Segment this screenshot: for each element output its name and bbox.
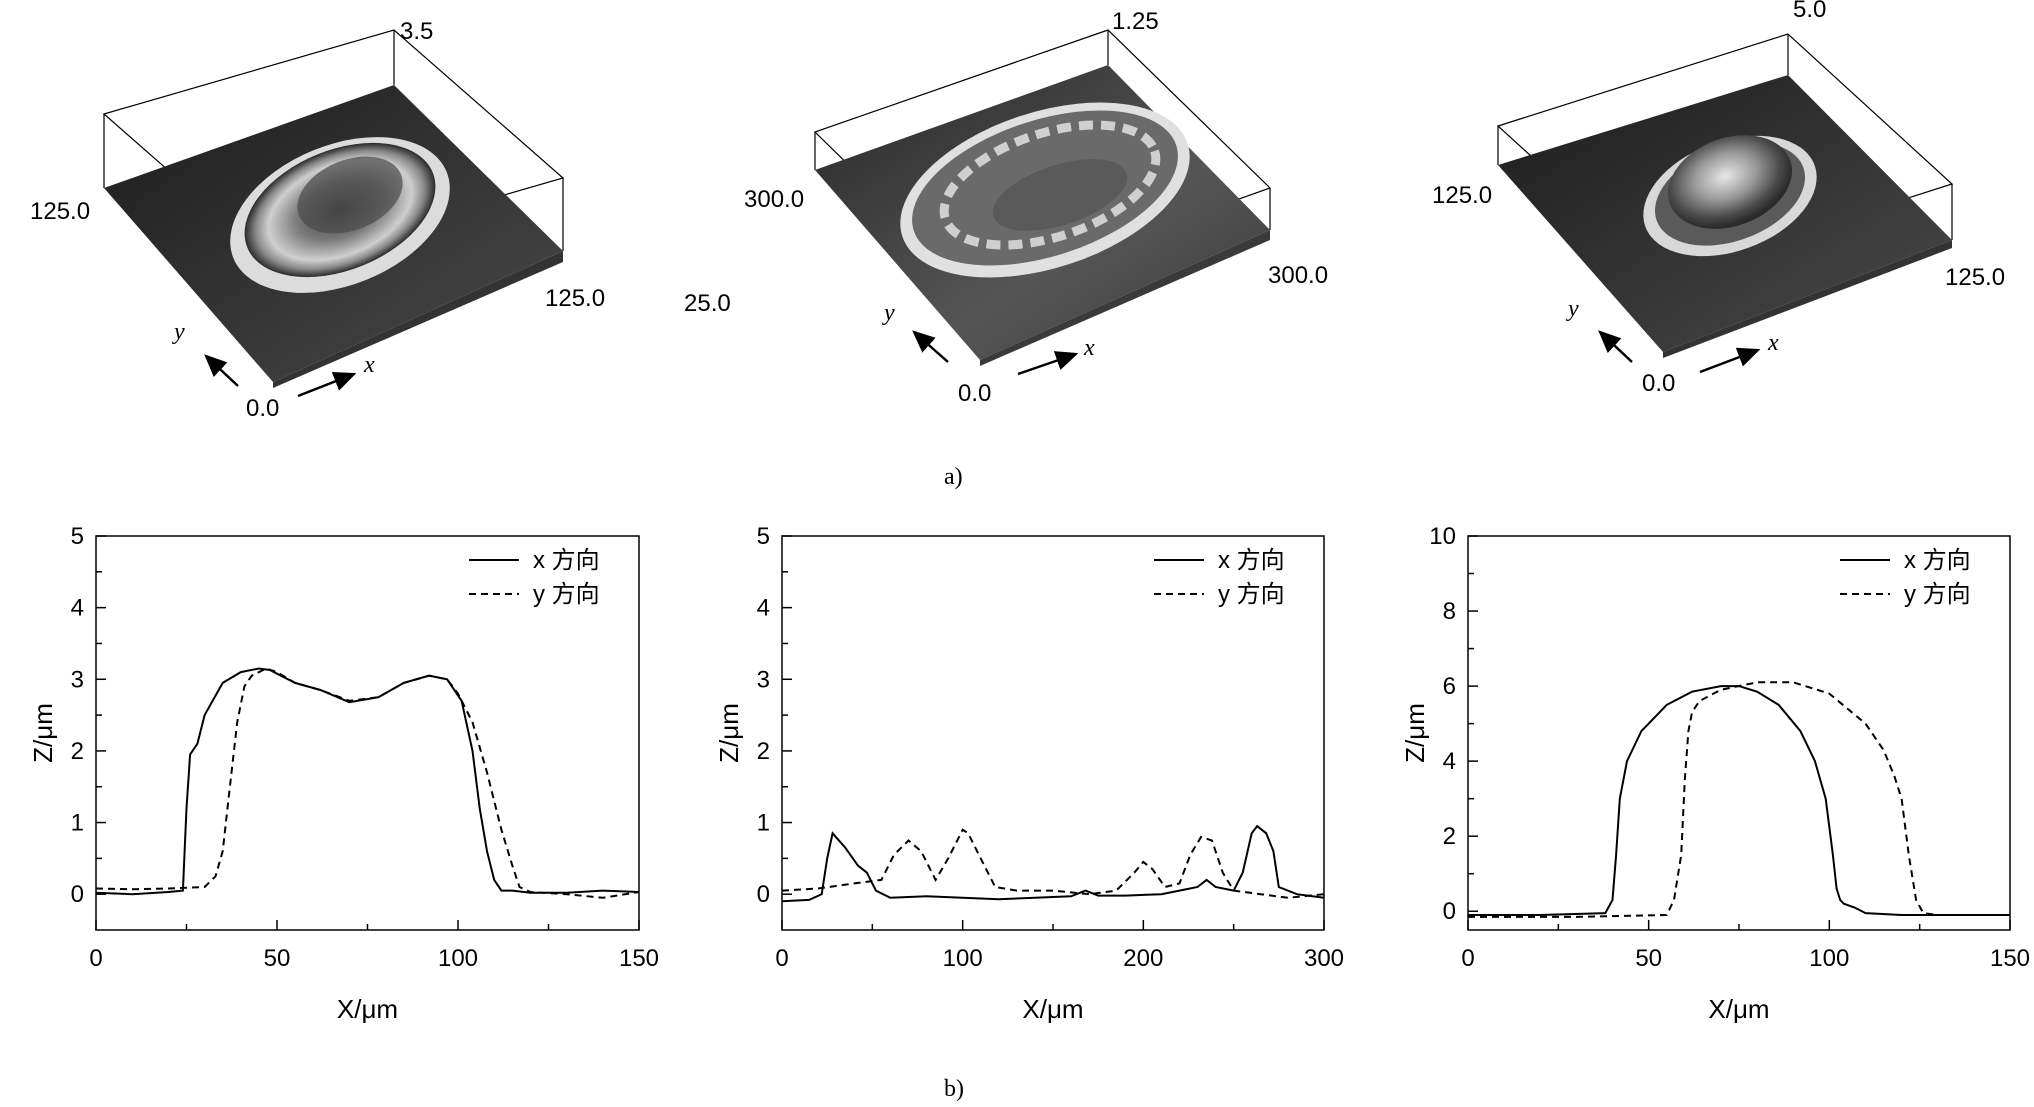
legend-label-1: x 方向 <box>1218 547 1285 574</box>
surface-2-x-max: 300.0 <box>1268 262 1329 289</box>
caption-a: a) <box>944 464 963 490</box>
x-tick-label: 100 <box>1809 945 1849 972</box>
x-axis-label: X/μm <box>1022 994 1083 1024</box>
x-axis-label: X/μm <box>337 994 398 1024</box>
surface-3-z-max: 5.0 <box>1793 0 1827 23</box>
y-tick-label: 0 <box>1443 898 1456 925</box>
x-tick-label: 0 <box>89 945 102 972</box>
surface-3-x-max: 125.0 <box>1945 264 2006 291</box>
x-tick-label: 50 <box>264 945 291 972</box>
x-tick-label: 300 <box>1304 945 1344 972</box>
surface-2-origin: 0.0 <box>958 380 992 407</box>
surface-1-x-axis: x <box>364 352 375 378</box>
series-line-1 <box>1468 685 2010 916</box>
legend-label-2: y 方向 <box>1218 581 1285 608</box>
x-tick-label: 50 <box>1635 945 1662 972</box>
surface-3-y-max: 125.0 <box>1432 182 1493 209</box>
surface-1-x-max: 125.0 <box>545 285 606 312</box>
surface-1 <box>102 29 565 388</box>
surface-2-x-axis: x <box>1084 335 1095 361</box>
y-tick-label: 10 <box>1429 523 1456 550</box>
y-tick-label: 4 <box>1443 748 1456 775</box>
y-axis-label: Z/μm <box>28 703 58 763</box>
caption-b: b) <box>944 1076 964 1102</box>
surface-3-y-axis: y <box>1568 296 1579 322</box>
y-tick-label: 0 <box>71 881 84 908</box>
y-tick-label: 8 <box>1443 598 1456 625</box>
series-line-2 <box>781 828 1325 899</box>
surface-3-x-axis: x <box>1768 330 1779 356</box>
y-tick-label: 3 <box>757 666 770 693</box>
surface-3 <box>1496 33 1954 358</box>
surface-2-y-max: 300.0 <box>744 186 805 213</box>
surface-1-origin: 0.0 <box>246 395 280 422</box>
series-line-2 <box>95 667 640 899</box>
y-tick-label: 1 <box>757 810 770 837</box>
y-tick-label: 6 <box>1443 673 1456 700</box>
axis-arrows <box>204 330 1761 398</box>
surface-plots <box>102 29 1954 398</box>
y-tick-label: 2 <box>1443 823 1456 850</box>
x-tick-label: 100 <box>943 945 983 972</box>
surface-2 <box>813 29 1272 366</box>
x-tick-label: 0 <box>1461 945 1474 972</box>
surface-2-z-max: 1.25 <box>1112 8 1159 35</box>
y-tick-label: 5 <box>757 523 770 550</box>
y-tick-label: 3 <box>71 666 84 693</box>
surface-2-extra-label: 25.0 <box>684 290 731 317</box>
surface-1-y-axis: y <box>174 319 185 345</box>
surface-3-origin: 0.0 <box>1642 370 1676 397</box>
series-line-2 <box>1468 681 2010 918</box>
legend-label-2: y 方向 <box>533 581 600 608</box>
x-tick-label: 200 <box>1123 945 1163 972</box>
legend-label-2: y 方向 <box>1904 581 1971 608</box>
x-tick-label: 150 <box>619 945 659 972</box>
y-axis-label: Z/μm <box>714 703 744 763</box>
y-tick-label: 0 <box>757 881 770 908</box>
y-tick-label: 4 <box>757 595 770 622</box>
series-line-1 <box>95 667 640 896</box>
y-tick-label: 5 <box>71 523 84 550</box>
y-tick-label: 2 <box>757 738 770 765</box>
surface-1-y-max: 125.0 <box>30 198 91 225</box>
y-tick-label: 1 <box>71 810 84 837</box>
x-axis-label: X/μm <box>1708 994 1769 1024</box>
y-axis-label: Z/μm <box>1400 703 1430 763</box>
x-tick-label: 100 <box>438 945 478 972</box>
y-tick-label: 4 <box>71 595 84 622</box>
surface-2-y-axis: y <box>884 300 895 326</box>
surface-1-z-max: 3.5 <box>400 18 434 45</box>
series-line-1 <box>781 824 1325 903</box>
y-tick-label: 2 <box>71 738 84 765</box>
legend-label-1: x 方向 <box>533 547 600 574</box>
x-tick-label: 150 <box>1990 945 2030 972</box>
x-tick-label: 0 <box>775 945 788 972</box>
legend-label-1: x 方向 <box>1904 547 1971 574</box>
